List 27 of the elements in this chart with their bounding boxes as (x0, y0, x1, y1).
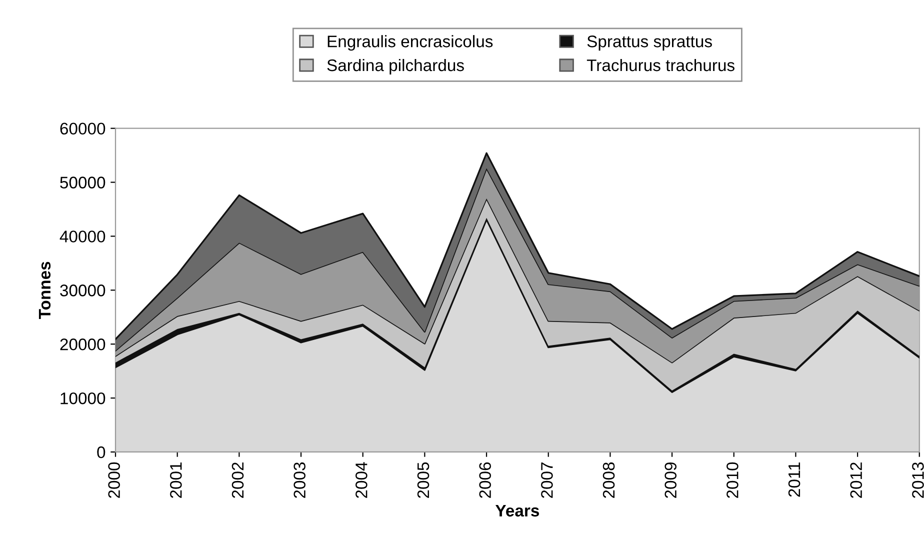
x-tick-label: 2009 (664, 462, 677, 498)
x-tick-label: 2001 (170, 462, 182, 498)
x-tick-label: 2008 (602, 462, 615, 498)
x-tick-label: 2000 (108, 462, 120, 498)
x-tick-label: 2012 (850, 462, 862, 498)
y-tick-label: 30000 (60, 284, 106, 296)
x-tick-label: 2006 (479, 462, 491, 498)
y-tick-label: 10000 (60, 392, 106, 404)
x-tick-label: 2007 (541, 462, 553, 498)
x-tick-label: 2004 (356, 462, 368, 498)
y-tick-label: 60000 (60, 122, 106, 135)
y-tick-label: 40000 (60, 230, 106, 242)
y-axis-title: Tonnes (38, 262, 51, 319)
legend-label: Trachurus trachurus (586, 58, 734, 72)
legend-label: Sardina pilchardus (327, 58, 464, 75)
y-tick-label: 0 (97, 446, 106, 458)
x-tick-label: 2002 (232, 462, 244, 498)
x-tick-label: 2003 (294, 462, 306, 498)
y-tick-label: 50000 (60, 176, 106, 188)
x-tick-label: 2013 (912, 462, 924, 498)
x-tick-label: 2011 (788, 462, 800, 497)
x-axis-title: Years (495, 504, 540, 517)
legend-label: Sprattus sprattus (587, 36, 712, 51)
legend-label: Engraulis encrasicolus (328, 35, 493, 51)
x-tick-label: 2010 (726, 462, 738, 498)
x-tick-label: 2005 (417, 462, 430, 498)
y-tick-label: 20000 (60, 338, 106, 350)
